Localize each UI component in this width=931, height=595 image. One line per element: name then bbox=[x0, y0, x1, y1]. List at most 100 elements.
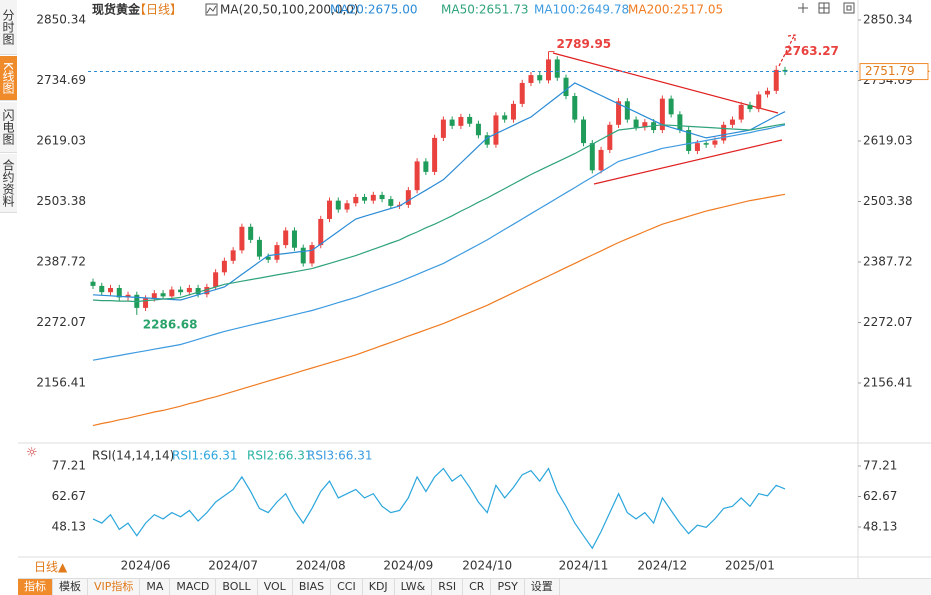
settings-icon[interactable]: ☼ bbox=[26, 446, 38, 461]
side-tab[interactable]: 分时图 bbox=[0, 0, 17, 55]
toolbar-item[interactable]: 设置 bbox=[525, 579, 560, 595]
toolbar-item[interactable]: 模板 bbox=[53, 579, 88, 595]
toolbar-item[interactable]: MACD bbox=[170, 579, 217, 595]
candle-body bbox=[607, 124, 613, 150]
y-tick-label: 2619.03 bbox=[36, 133, 86, 147]
candle-body bbox=[633, 119, 639, 128]
candle-body bbox=[405, 190, 411, 205]
chart-title: 现货黄金 bbox=[92, 2, 141, 17]
indicator-icon[interactable] bbox=[205, 3, 218, 16]
ma-line bbox=[92, 82, 786, 301]
candle-body bbox=[782, 69, 788, 72]
toolbar-item[interactable]: VOL bbox=[258, 579, 293, 595]
toolbar-item[interactable]: BOLL bbox=[216, 579, 258, 595]
y-tick-label: 62.67 bbox=[52, 489, 86, 503]
candle-body bbox=[370, 194, 376, 201]
candle-body bbox=[581, 119, 587, 144]
toolbar-item[interactable]: PSY bbox=[491, 579, 525, 595]
candle-body bbox=[528, 75, 534, 83]
candle-body bbox=[712, 140, 718, 145]
candle-body bbox=[265, 256, 271, 260]
candle-body bbox=[545, 59, 551, 81]
legend-entry: RSI2:66.31 bbox=[247, 449, 313, 463]
candle-body bbox=[327, 200, 333, 219]
ma-line bbox=[92, 124, 786, 361]
rsi-title: RSI(14,14,14) bbox=[92, 449, 174, 463]
candle-body bbox=[738, 104, 744, 120]
candle-body bbox=[108, 287, 114, 293]
toolbar-item[interactable]: CCI bbox=[331, 579, 363, 595]
toolbar-item[interactable]: VIP指标 bbox=[88, 579, 141, 595]
x-tick-label: 2024/09 bbox=[383, 559, 433, 573]
candle-body bbox=[773, 69, 779, 91]
candle-body bbox=[659, 98, 665, 131]
candle-body bbox=[143, 298, 149, 308]
last-price-box bbox=[859, 63, 929, 81]
toolbar-icons[interactable] bbox=[798, 2, 855, 14]
candle-body bbox=[151, 293, 157, 299]
y-tick-label: 77.21 bbox=[52, 458, 86, 472]
y-tick-label: 2619.03 bbox=[863, 133, 913, 147]
side-tab[interactable]: 闪电图 bbox=[0, 102, 17, 153]
candle-body bbox=[747, 104, 753, 110]
side-tab[interactable]: K线图 bbox=[0, 56, 17, 101]
candle-body bbox=[502, 115, 508, 120]
toolbar-item[interactable]: CR bbox=[463, 579, 492, 595]
legend-entry: RSI3:66.31 bbox=[307, 449, 373, 463]
candle-body bbox=[484, 135, 490, 145]
candle-body bbox=[283, 230, 289, 246]
candle-body bbox=[362, 196, 368, 201]
y-tick-label: 2387.72 bbox=[863, 254, 913, 268]
candle-body bbox=[458, 116, 464, 126]
candle-body bbox=[686, 130, 692, 151]
candle-body bbox=[729, 119, 735, 125]
toolbar-item[interactable]: MA bbox=[140, 579, 171, 595]
candle-body bbox=[694, 143, 700, 151]
y-tick-label: 62.67 bbox=[863, 489, 897, 503]
x-tick-label: 2024/11 bbox=[559, 559, 609, 573]
candle-body bbox=[519, 82, 525, 104]
candle-body bbox=[572, 96, 578, 120]
toolbar-item[interactable]: KDJ bbox=[363, 579, 395, 595]
y-tick-label: 2156.41 bbox=[36, 375, 86, 389]
candle-body bbox=[309, 245, 315, 264]
side-tab[interactable]: 合约资料 bbox=[0, 154, 17, 213]
legend-entry: RSI1:66.31 bbox=[172, 449, 238, 463]
candle-body bbox=[388, 199, 394, 206]
toolbar-item[interactable]: BIAS bbox=[293, 579, 332, 595]
candle-body bbox=[379, 194, 385, 200]
toolbar-item[interactable]: RSI bbox=[432, 579, 464, 595]
x-tick-label: 2024/06 bbox=[121, 559, 171, 573]
candle-body bbox=[510, 103, 516, 120]
candle-body bbox=[616, 101, 622, 125]
candle-body bbox=[274, 245, 280, 260]
y-tick-label: 2503.38 bbox=[863, 194, 913, 208]
x-tick-label: 2024/10 bbox=[462, 559, 512, 573]
toolbar-item[interactable]: 指标 bbox=[18, 579, 53, 595]
period-button[interactable]: 日线▲ bbox=[20, 560, 88, 575]
candle-body bbox=[230, 250, 236, 261]
legend-entry: MA50:2651.73 bbox=[441, 3, 529, 17]
toolbar-item[interactable]: LW& bbox=[395, 579, 433, 595]
toolbar: 指标 模板 VIP指标 MA MACD BOLL VOL BIAS CCI KDJ LW& RSI CR… bbox=[18, 578, 931, 595]
last-price-label: 2751.79 bbox=[865, 64, 915, 78]
high-annotation: 2763.27 bbox=[784, 44, 839, 58]
candle-body bbox=[624, 101, 630, 120]
candle-body bbox=[178, 289, 184, 293]
candle-body bbox=[467, 116, 473, 124]
candle-body bbox=[598, 149, 604, 171]
y-tick-label: 2850.34 bbox=[863, 13, 913, 27]
chart-bg bbox=[18, 0, 931, 578]
candle-body bbox=[353, 196, 359, 204]
y-tick-label: 2272.07 bbox=[36, 315, 86, 329]
legend-entry: MA200:2517.05 bbox=[628, 3, 723, 17]
candle-body bbox=[116, 287, 122, 298]
candle-body bbox=[204, 286, 210, 295]
candle-body bbox=[160, 293, 166, 297]
candle-body bbox=[440, 119, 446, 138]
candle-body bbox=[90, 281, 96, 286]
y-tick-label: 2272.07 bbox=[863, 315, 913, 329]
y-tick-label: 2387.72 bbox=[36, 254, 86, 268]
candle-body bbox=[432, 137, 438, 172]
candle-body bbox=[756, 94, 762, 110]
